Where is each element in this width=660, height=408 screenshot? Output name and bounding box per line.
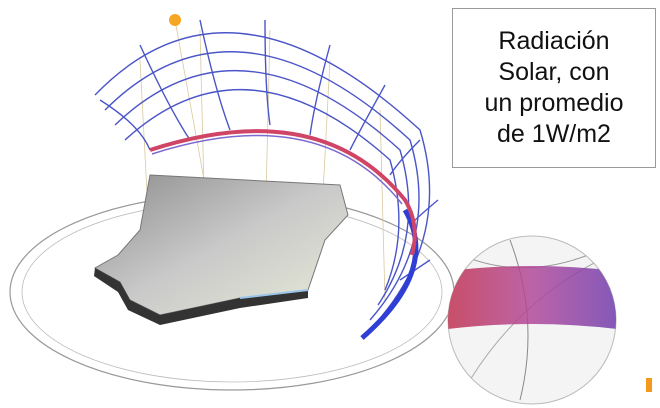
caption-line: Radiación	[498, 27, 610, 55]
caption-box: Radiación Solar, con un promedio de 1W/m…	[452, 8, 656, 168]
sun	[169, 14, 181, 26]
terrain-water	[239, 289, 309, 299]
terrain	[93, 174, 349, 316]
caption-line: de 1W/m2	[497, 120, 611, 148]
terrain-edge	[94, 268, 308, 325]
sun-path-red	[149, 129, 417, 256]
legend-swatch	[646, 378, 652, 392]
dome-wireframe	[94, 19, 439, 339]
sun-path-outline	[151, 134, 403, 205]
caption-line: un promedio	[484, 89, 624, 117]
sun-path-blue	[360, 208, 419, 340]
caption-line: Solar, con	[498, 58, 610, 86]
